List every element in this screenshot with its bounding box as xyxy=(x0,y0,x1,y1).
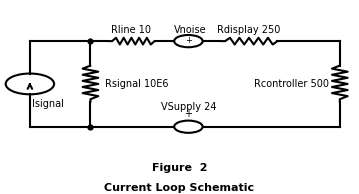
Text: Vnoise: Vnoise xyxy=(174,25,206,35)
Text: +: + xyxy=(185,36,192,45)
Text: Rcontroller 500: Rcontroller 500 xyxy=(254,79,329,89)
Text: Rsignal 10E6: Rsignal 10E6 xyxy=(105,79,168,89)
Text: +: + xyxy=(185,109,192,119)
Text: VSupply 24: VSupply 24 xyxy=(161,102,216,112)
Text: Isignal: Isignal xyxy=(32,99,64,109)
Text: Rdisplay 250: Rdisplay 250 xyxy=(217,25,281,35)
Text: Rline 10: Rline 10 xyxy=(111,25,151,35)
Text: Figure  2: Figure 2 xyxy=(152,163,207,173)
Text: Current Loop Schematic: Current Loop Schematic xyxy=(104,183,255,193)
